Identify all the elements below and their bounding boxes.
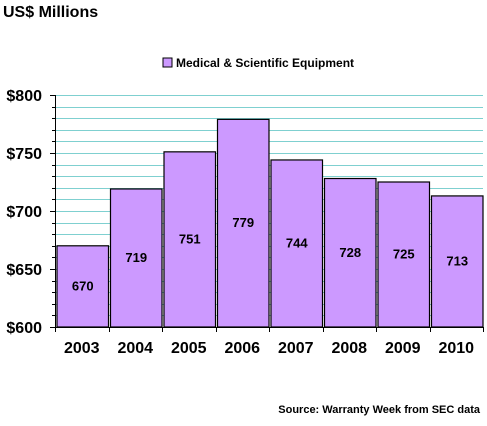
data-label-2003: 670 — [72, 278, 94, 293]
legend: Medical & Scientific Equipment — [162, 56, 354, 70]
data-label-2008: 728 — [339, 245, 361, 260]
legend-swatch — [162, 57, 173, 68]
data-label-2007: 744 — [286, 235, 308, 250]
data-label-2009: 725 — [393, 247, 415, 262]
y-tick-label-800: $800 — [6, 88, 42, 105]
bar-2005 — [163, 151, 217, 328]
source-note: Source: Warranty Week from SEC data — [278, 404, 481, 416]
y-tick-label-750: $750 — [6, 146, 42, 163]
bar-2007 — [270, 159, 324, 328]
bars — [56, 118, 484, 328]
y-tick-label-650: $650 — [6, 262, 42, 279]
y-tick-labels: $600 $650 $700 $750 $800 — [6, 88, 42, 337]
bar-2009 — [377, 181, 431, 328]
x-tick-label-2005: 2005 — [171, 340, 207, 357]
x-tick-label-2003: 2003 — [64, 340, 100, 357]
x-tick-labels: 2003 2004 2005 2006 2007 2008 2009 2010 — [64, 340, 474, 357]
bar-2008 — [323, 177, 377, 328]
y-tick-label-600: $600 — [6, 320, 42, 337]
data-label-2006: 779 — [232, 215, 254, 230]
x-tick-label-2010: 2010 — [438, 340, 474, 357]
bar-2006 — [216, 118, 270, 328]
data-label-2005: 751 — [179, 231, 201, 246]
x-tick-label-2008: 2008 — [331, 340, 367, 357]
data-label-2004: 719 — [125, 250, 147, 265]
legend-label: Medical & Scientific Equipment — [176, 56, 354, 70]
x-tick-label-2006: 2006 — [224, 340, 260, 357]
bar-2003 — [56, 245, 110, 328]
x-tick-label-2004: 2004 — [117, 340, 153, 357]
y-tick-label-700: $700 — [6, 204, 42, 221]
axes — [50, 95, 484, 332]
x-tick-label-2007: 2007 — [278, 340, 314, 357]
bar-2010 — [430, 195, 484, 328]
x-tick-label-2009: 2009 — [385, 340, 421, 357]
data-labels: 670 719 751 779 744 728 725 713 — [72, 215, 468, 293]
data-label-2010: 713 — [446, 253, 468, 268]
chart-title: US$ Millions — [3, 4, 98, 21]
bar-2004 — [109, 188, 163, 328]
